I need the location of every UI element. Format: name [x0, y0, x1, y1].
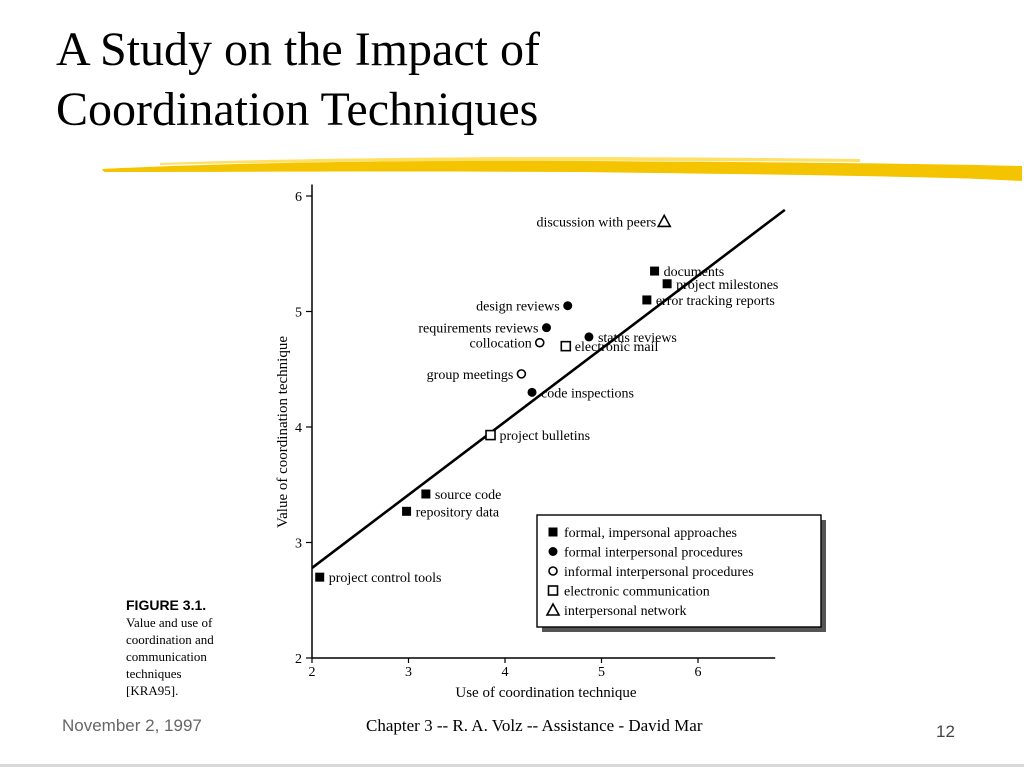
data-point-label: error tracking reports — [656, 294, 775, 309]
y-tick-label: 2 — [295, 652, 302, 667]
legend-label: electronic communication — [564, 585, 710, 600]
figure-caption-line: techniques — [126, 666, 182, 681]
y-tick-label: 3 — [295, 537, 302, 552]
data-point — [516, 369, 527, 379]
data-point — [662, 279, 672, 289]
bottom-rule — [0, 764, 1024, 767]
legend-marker — [548, 547, 558, 556]
y-tick-label: 5 — [295, 306, 302, 321]
data-point — [584, 332, 594, 342]
data-point-label: repository data — [416, 505, 500, 520]
figure-caption-line: communication — [126, 649, 207, 664]
figure-caption-line: Value and use of — [126, 615, 213, 630]
data-point-label: source code — [435, 488, 501, 503]
x-tick-label: 2 — [309, 665, 316, 680]
figure-caption: FIGURE 3.1. Value and use of coordinatio… — [126, 597, 276, 699]
page-number: 12 — [936, 722, 955, 741]
title-line-1: A Study on the Impact of — [56, 23, 540, 76]
title-line-2: Coordination Techniques — [56, 83, 539, 136]
legend-marker — [547, 585, 559, 596]
data-point-label: group meetings — [427, 368, 514, 383]
x-tick-label: 5 — [598, 665, 605, 680]
data-point — [402, 506, 412, 516]
data-point — [527, 387, 537, 397]
legend-marker — [548, 527, 558, 537]
figure-caption-line: coordination and — [126, 632, 214, 647]
y-axis-title: Value of coordination technique — [275, 336, 291, 528]
data-point-label: design reviews — [476, 300, 560, 315]
footer-title: Chapter 3 -- R. A. Volz -- Assistance - … — [366, 716, 703, 735]
data-point — [315, 572, 325, 582]
data-point-label: project milestones — [676, 278, 778, 293]
x-tick-label: 4 — [502, 665, 509, 680]
figure-caption-head: FIGURE 3.1. — [126, 597, 207, 613]
legend-box — [536, 514, 822, 628]
footer-date: November 2, 1997 — [62, 716, 202, 735]
slide-title: A Study on the Impact of Coordination Te… — [56, 20, 540, 140]
data-point-label: electronic mail — [575, 340, 659, 355]
x-tick-label: 3 — [405, 665, 412, 680]
data-point-label: requirements reviews — [418, 322, 538, 337]
legend-marker — [545, 602, 561, 616]
brush-stroke-divider — [102, 157, 1022, 181]
data-point-label: collocation — [470, 337, 532, 352]
legend-label: formal, impersonal approaches — [564, 526, 737, 541]
x-tick-label: 6 — [695, 665, 702, 680]
data-point — [642, 295, 652, 305]
data-point — [650, 266, 660, 276]
figure-caption-line: [KRA95]. — [126, 683, 179, 698]
data-point-label: documents — [664, 265, 725, 280]
data-point — [563, 301, 573, 311]
legend-label: informal interpersonal procedures — [564, 565, 754, 580]
data-point — [421, 489, 431, 499]
legend-label: interpersonal network — [564, 604, 686, 619]
trend-line — [311, 208, 786, 569]
y-tick-label: 4 — [295, 421, 302, 436]
x-axis-title: Use of coordination technique — [455, 685, 637, 701]
data-point-label: status reviews — [598, 331, 677, 346]
data-point-label: project control tools — [329, 571, 442, 586]
legend-marker — [548, 566, 558, 576]
legend-label: formal interpersonal procedures — [564, 546, 743, 561]
data-point-label: project bulletins — [500, 429, 591, 444]
data-point-label: discussion with peers — [536, 215, 656, 230]
y-tick-label: 6 — [295, 190, 302, 205]
data-point — [485, 429, 496, 441]
data-point — [560, 340, 572, 352]
data-point — [541, 323, 551, 333]
data-point — [534, 337, 545, 348]
data-point-label: code inspections — [541, 386, 634, 401]
data-point — [656, 213, 672, 228]
